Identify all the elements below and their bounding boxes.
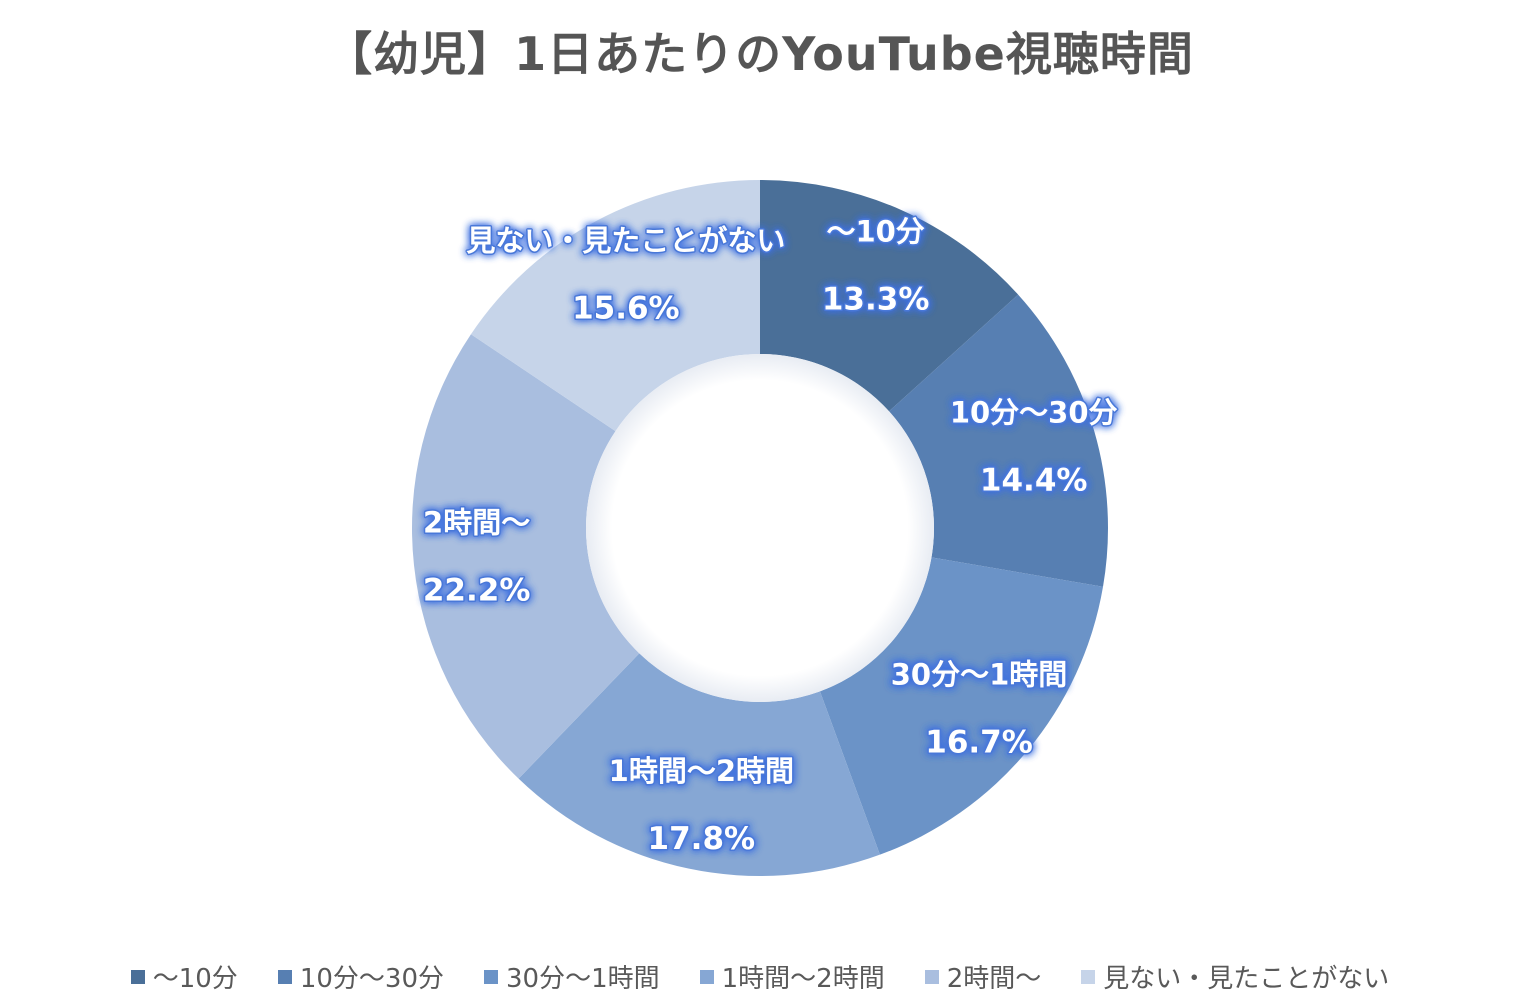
slice-category-label: 30分〜1時間 bbox=[891, 657, 1068, 691]
donut-slice bbox=[518, 653, 880, 876]
legend-label: 30分〜1時間 bbox=[505, 964, 660, 994]
legend-label: 〜10分 bbox=[152, 964, 238, 994]
slice-value-label: 14.4% bbox=[980, 462, 1088, 498]
legend-item: 見ない・見たことがない bbox=[1081, 958, 1389, 995]
legend-label: 10分〜30分 bbox=[299, 964, 444, 994]
slice-value-label: 16.7% bbox=[925, 724, 1033, 760]
legend-label: 1時間〜2時間 bbox=[721, 964, 885, 994]
legend-item: 10分〜30分 bbox=[277, 958, 444, 995]
donut-chart: 〜10分 13.3% 10分〜30分 14.4% 30分〜1時間 16.7% 1時間〜2時間… bbox=[411, 180, 1119, 876]
donut-slice bbox=[760, 180, 1019, 412]
donut-hole bbox=[586, 354, 934, 702]
legend-item: 〜10分 bbox=[130, 958, 238, 995]
donut-slice bbox=[819, 557, 1104, 855]
slice-category-label: 1時間〜2時間 bbox=[609, 754, 794, 788]
slice-value-label: 17.8% bbox=[648, 821, 756, 857]
legend-label: 見ない・見たことがない bbox=[1103, 964, 1390, 994]
slice-category-label: 見ない・見たことがない bbox=[466, 224, 785, 258]
legend-swatch bbox=[924, 969, 939, 984]
slice-category-label: 10分〜30分 bbox=[950, 395, 1118, 429]
donut-slice bbox=[411, 334, 640, 779]
chart-title: 【幼児】1日あたりのYouTube視聴時間 bbox=[326, 27, 1194, 81]
slice-category-label: 〜10分 bbox=[826, 215, 924, 249]
legend-swatch bbox=[1081, 969, 1096, 984]
legend-label: 2時間〜 bbox=[946, 964, 1042, 994]
legend: 〜10分 10分〜30分 30分〜1時間 1時間〜2時間 2時間〜 見ない・見たことがない bbox=[0, 958, 1520, 995]
legend-item: 1時間〜2時間 bbox=[699, 958, 885, 995]
slice-value-label: 22.2% bbox=[423, 572, 531, 608]
legend-item: 2時間〜 bbox=[924, 958, 1042, 995]
donut-slice bbox=[470, 180, 760, 432]
donut-slice bbox=[889, 294, 1108, 587]
legend-swatch bbox=[277, 969, 292, 984]
legend-swatch bbox=[483, 969, 498, 984]
slice-value-label: 13.3% bbox=[822, 282, 930, 318]
legend-swatch bbox=[130, 969, 145, 984]
legend-swatch bbox=[699, 969, 714, 984]
slice-category-label: 2時間〜 bbox=[423, 505, 530, 539]
legend-item: 30分〜1時間 bbox=[483, 958, 660, 995]
slice-value-label: 15.6% bbox=[572, 291, 680, 327]
